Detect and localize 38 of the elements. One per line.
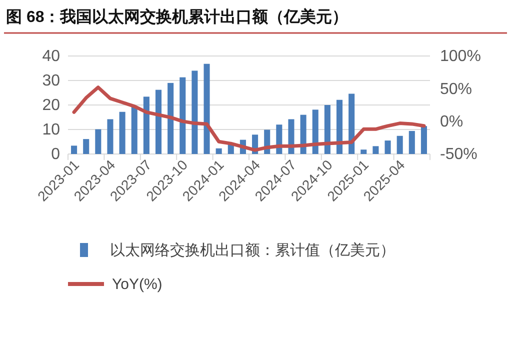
bar bbox=[204, 64, 210, 154]
bar bbox=[336, 100, 343, 154]
y2-tick-label: 100% bbox=[440, 48, 481, 66]
bar bbox=[348, 94, 355, 154]
y-tick-label: 10 bbox=[42, 122, 60, 139]
bar bbox=[420, 126, 427, 154]
bar bbox=[324, 105, 330, 154]
bar bbox=[396, 136, 403, 154]
y2-tick-label: 0% bbox=[440, 113, 464, 130]
bar bbox=[372, 146, 379, 154]
bar bbox=[168, 82, 174, 154]
y-tick-label: 40 bbox=[42, 48, 60, 66]
y2-tick-label: 50% bbox=[440, 80, 472, 98]
legend-label: 以太网络交换机出口额：累计值（亿美元） bbox=[110, 242, 395, 259]
line-series bbox=[72, 86, 426, 152]
legend-label: YoY(%) bbox=[112, 276, 162, 293]
bar bbox=[192, 70, 198, 154]
bar bbox=[143, 96, 150, 154]
bar bbox=[119, 112, 126, 154]
y-tick-label: 30 bbox=[42, 72, 60, 90]
bar bbox=[312, 110, 318, 154]
bar bbox=[216, 148, 222, 154]
bar bbox=[300, 114, 306, 154]
y-tick-label: 0 bbox=[51, 146, 60, 164]
y-tick-label: 20 bbox=[42, 97, 60, 114]
y2-tick-label: -50% bbox=[440, 146, 478, 164]
bar bbox=[384, 140, 391, 154]
bar bbox=[180, 77, 186, 154]
bar bbox=[131, 106, 138, 154]
bar bbox=[408, 130, 415, 154]
bar bbox=[155, 90, 162, 154]
bar bbox=[360, 150, 367, 154]
bar bbox=[83, 139, 90, 154]
bar bbox=[71, 146, 78, 154]
bar bbox=[288, 119, 294, 154]
bar bbox=[95, 129, 102, 154]
chart-title: 图 68：我国以太网交换机累计出口额（亿美元） bbox=[6, 7, 348, 26]
bar bbox=[107, 119, 114, 154]
